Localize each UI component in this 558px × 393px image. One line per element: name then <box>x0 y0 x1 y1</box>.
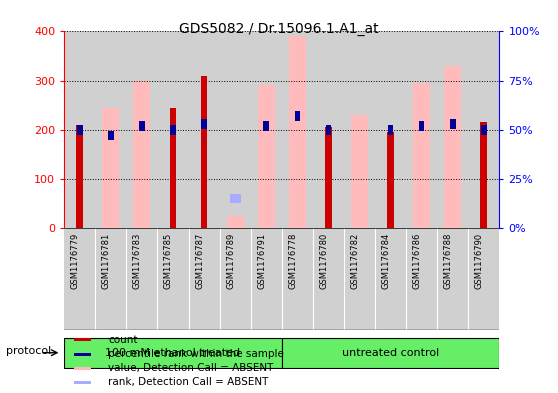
Bar <box>74 367 91 370</box>
FancyBboxPatch shape <box>282 338 499 368</box>
Bar <box>258 86 275 228</box>
Text: GSM1176781: GSM1176781 <box>102 233 111 289</box>
Bar <box>139 121 145 130</box>
Bar <box>437 228 468 330</box>
Bar <box>406 31 437 228</box>
Bar <box>77 125 83 134</box>
Bar <box>282 228 313 330</box>
Bar <box>326 125 331 134</box>
Text: count: count <box>108 335 138 345</box>
Bar <box>413 83 430 228</box>
Bar <box>387 132 394 228</box>
Bar <box>108 130 114 141</box>
Bar <box>170 108 176 228</box>
Bar <box>64 31 95 228</box>
Bar <box>295 111 300 121</box>
Text: GDS5082 / Dr.15096.1.A1_at: GDS5082 / Dr.15096.1.A1_at <box>179 22 379 36</box>
Bar <box>468 228 499 330</box>
Text: GSM1176786: GSM1176786 <box>413 233 422 289</box>
Bar <box>95 31 126 228</box>
Bar <box>170 125 176 134</box>
Bar <box>230 193 240 204</box>
Bar <box>95 228 126 330</box>
Text: GSM1176787: GSM1176787 <box>195 233 204 289</box>
Bar <box>74 353 91 356</box>
Bar <box>313 31 344 228</box>
Bar <box>251 31 282 228</box>
Bar <box>220 228 251 330</box>
Bar <box>64 228 95 330</box>
Bar <box>437 31 468 228</box>
Bar <box>450 119 455 129</box>
Text: rank, Detection Call = ABSENT: rank, Detection Call = ABSENT <box>108 377 269 387</box>
Text: GSM1176789: GSM1176789 <box>226 233 235 289</box>
Bar <box>220 31 251 228</box>
Bar <box>480 122 487 228</box>
Bar <box>344 228 375 330</box>
Text: GSM1176788: GSM1176788 <box>444 233 453 289</box>
Bar <box>289 37 306 228</box>
Text: GSM1176785: GSM1176785 <box>164 233 173 289</box>
Bar <box>419 121 425 130</box>
Bar <box>227 216 244 228</box>
Bar <box>468 31 499 228</box>
Bar <box>201 119 207 129</box>
Bar <box>375 31 406 228</box>
Text: 100 mM ethanol treated: 100 mM ethanol treated <box>105 348 240 358</box>
Bar <box>157 31 189 228</box>
Bar <box>313 228 344 330</box>
FancyBboxPatch shape <box>64 338 282 368</box>
Text: protocol: protocol <box>6 346 51 356</box>
Bar <box>406 228 437 330</box>
Bar <box>126 31 157 228</box>
Bar <box>282 31 313 228</box>
Bar <box>251 228 282 330</box>
Text: GSM1176778: GSM1176778 <box>288 233 297 289</box>
Bar <box>74 338 91 342</box>
Bar <box>189 228 220 330</box>
Bar <box>444 66 461 228</box>
Text: value, Detection Call = ABSENT: value, Detection Call = ABSENT <box>108 363 274 373</box>
Bar <box>157 228 189 330</box>
Bar <box>126 228 157 330</box>
Text: percentile rank within the sample: percentile rank within the sample <box>108 349 284 359</box>
Text: GSM1176779: GSM1176779 <box>71 233 80 289</box>
Bar <box>263 121 269 130</box>
Bar <box>351 115 368 228</box>
Bar <box>74 381 91 384</box>
Bar <box>325 127 332 228</box>
Bar <box>102 108 119 228</box>
Bar <box>388 125 393 134</box>
Text: GSM1176791: GSM1176791 <box>257 233 266 289</box>
Bar <box>76 125 83 228</box>
Text: GSM1176790: GSM1176790 <box>475 233 484 289</box>
Bar <box>201 75 208 228</box>
Text: GSM1176783: GSM1176783 <box>133 233 142 289</box>
Text: GSM1176780: GSM1176780 <box>319 233 329 289</box>
Text: GSM1176784: GSM1176784 <box>382 233 391 289</box>
Text: untreated control: untreated control <box>342 348 439 358</box>
Text: GSM1176782: GSM1176782 <box>350 233 359 289</box>
Bar <box>189 31 220 228</box>
Bar <box>344 31 375 228</box>
Bar <box>133 81 151 228</box>
Bar <box>481 125 487 134</box>
Bar <box>375 228 406 330</box>
